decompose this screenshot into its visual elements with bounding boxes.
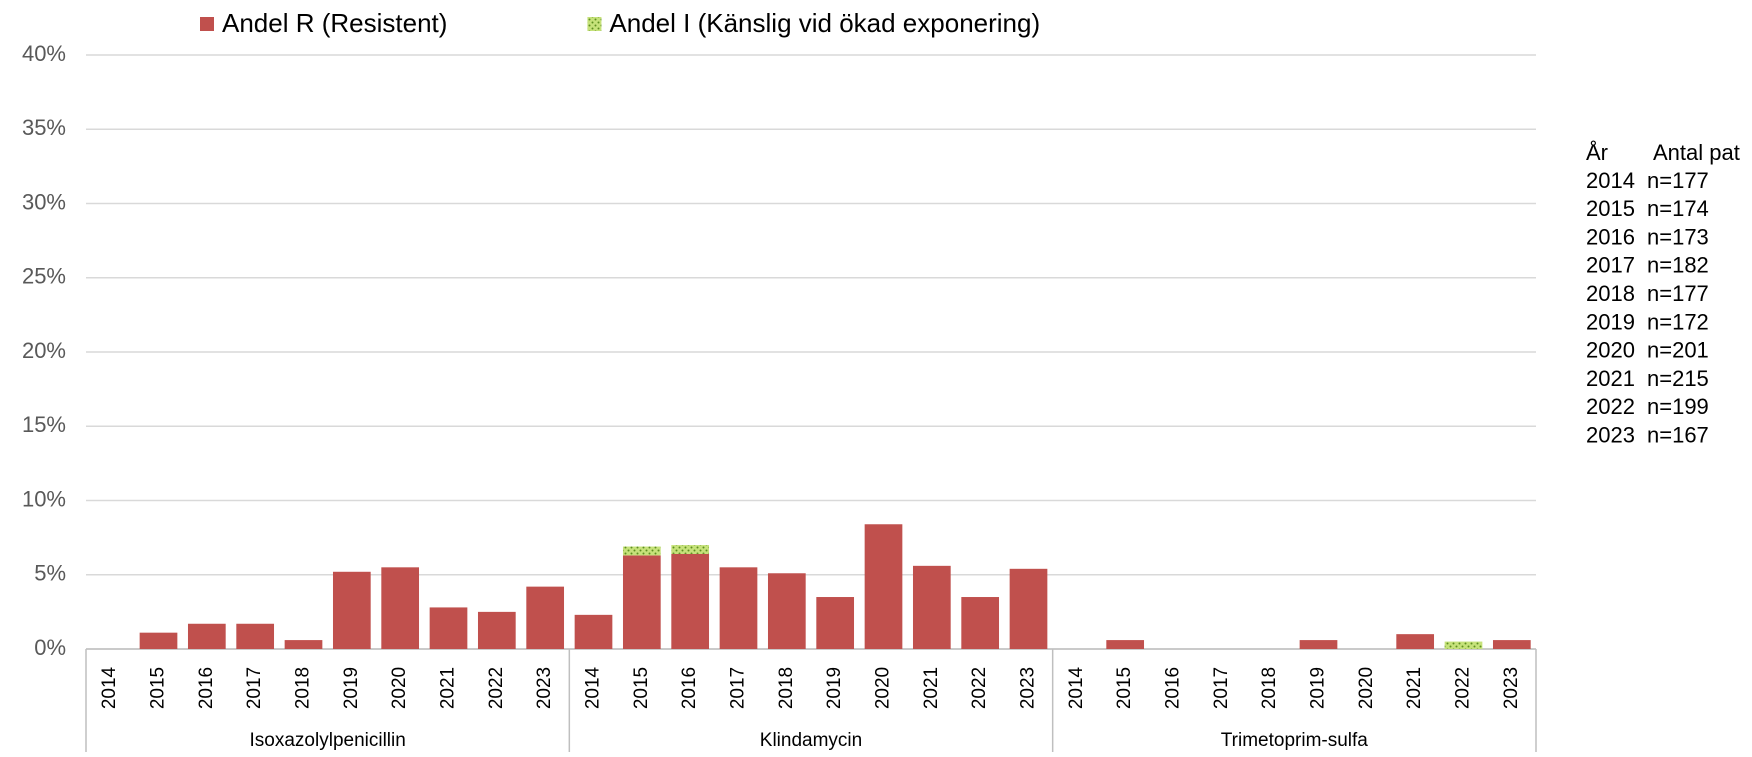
x-tick-label: 2016 — [196, 667, 217, 709]
legend-swatch — [587, 17, 602, 31]
bar-segment — [912, 565, 951, 649]
table-count: n=182 — [1647, 253, 1709, 278]
y-tick-label: 15% — [22, 412, 66, 437]
table-year: 2016 — [1586, 224, 1635, 249]
x-tick-label: 2016 — [679, 667, 700, 709]
bar-segment — [671, 545, 710, 554]
y-tick-label: 35% — [22, 115, 66, 140]
bar-segment — [477, 611, 516, 649]
x-tick-label: 2014 — [99, 666, 120, 709]
group-label: Trimetoprim-sulfa — [1221, 730, 1369, 751]
legend-label: Andel I (Känslig vid ökad exponering) — [609, 8, 1040, 38]
y-tick-label: 25% — [22, 264, 66, 289]
x-tick-label: 2022 — [969, 667, 990, 709]
y-tick-label: 10% — [22, 486, 66, 511]
bar-segment — [187, 623, 226, 649]
x-tick-label: 2020 — [873, 667, 894, 709]
x-tick-label: 2021 — [438, 667, 459, 709]
x-tick-label: 2020 — [389, 667, 410, 709]
x-tick-label: 2014 — [1066, 666, 1087, 709]
table-count: n=177 — [1647, 281, 1709, 306]
bar-segment — [1299, 640, 1338, 649]
bar-segment — [526, 586, 565, 649]
x-tick-label: 2020 — [1356, 667, 1377, 709]
bar-segment — [622, 555, 661, 649]
x-tick-label: 2014 — [583, 666, 604, 709]
x-tick-label: 2022 — [486, 667, 507, 709]
table-count: n=199 — [1647, 394, 1709, 419]
bar-segment — [1492, 640, 1531, 649]
bar-segment — [864, 524, 903, 649]
x-tick-label: 2019 — [1308, 667, 1329, 709]
x-tick-label: 2023 — [1501, 667, 1522, 709]
x-tick-label: 2018 — [776, 667, 797, 709]
table-year: 2014 — [1586, 168, 1635, 193]
y-tick-label: 30% — [22, 189, 66, 214]
bar-segment — [767, 573, 806, 649]
bar-segment — [332, 571, 371, 649]
bar-segment — [622, 546, 661, 556]
bar-segment — [816, 597, 855, 649]
group-label: Isoxazolylpenicillin — [250, 730, 406, 751]
y-tick-label: 0% — [34, 635, 66, 660]
table-year: 2019 — [1586, 309, 1635, 334]
legend-swatch — [200, 17, 214, 31]
patient-table: År Antal pat 2014 n=177 2015 n=174 2016 n=173 20… — [1586, 140, 1740, 448]
table-count: n=167 — [1647, 423, 1709, 448]
x-tick-label: 2019 — [824, 667, 845, 709]
x-tick-label: 2023 — [534, 667, 555, 709]
bar-segment — [139, 632, 178, 649]
x-tick-label: 2019 — [341, 667, 362, 709]
x-tick-label: 2023 — [1018, 667, 1039, 709]
table-header: Antal pat — [1653, 140, 1740, 165]
x-tick-label: 2018 — [1259, 667, 1280, 709]
bar-segment — [1396, 634, 1435, 649]
y-tick-label: 20% — [22, 338, 66, 363]
table-count: n=201 — [1647, 338, 1709, 363]
x-tick-label: 2016 — [1163, 667, 1184, 709]
x-tick-label: 2021 — [1404, 667, 1425, 709]
table-count: n=172 — [1647, 309, 1709, 334]
table-year: 2023 — [1586, 423, 1635, 448]
bar-segment — [574, 614, 613, 649]
x-tick-label: 2022 — [1453, 667, 1474, 709]
table-count: n=173 — [1647, 224, 1709, 249]
bar-segment — [1444, 641, 1483, 649]
bar-segment — [961, 597, 1000, 649]
x-tick-label: 2018 — [293, 667, 314, 709]
legend-label: Andel R (Resistent) — [222, 8, 447, 38]
table-year: 2022 — [1586, 394, 1635, 419]
x-tick-label: 2021 — [921, 667, 942, 709]
table-year: 2021 — [1586, 366, 1635, 391]
table-count: n=177 — [1647, 168, 1709, 193]
x-tick-label: 2017 — [244, 667, 265, 709]
x-tick-label: 2015 — [148, 667, 169, 709]
bar-segment — [1106, 640, 1145, 649]
x-tick-label: 2015 — [1114, 667, 1135, 709]
x-tick-label: 2015 — [631, 667, 652, 709]
group-label: Klindamycin — [760, 730, 862, 751]
bar-segment — [284, 640, 323, 649]
bar-segment — [236, 623, 275, 649]
table-count: n=174 — [1647, 196, 1709, 221]
table-year: 2017 — [1586, 253, 1635, 278]
y-tick-label: 5% — [34, 561, 66, 586]
x-tick-label: 2017 — [1211, 667, 1232, 709]
table-year: 2020 — [1586, 338, 1635, 363]
table-year: 2015 — [1586, 196, 1635, 221]
bar-segment — [1009, 568, 1048, 649]
bar-segment — [671, 553, 710, 649]
bar-segment — [719, 567, 758, 649]
x-tick-label: 2017 — [728, 667, 749, 709]
table-count: n=215 — [1647, 366, 1709, 391]
bar-segment — [429, 607, 468, 649]
y-tick-label: 40% — [22, 41, 66, 66]
bar-segment — [381, 567, 420, 649]
table-year: 2018 — [1586, 281, 1635, 306]
table-header: År — [1586, 140, 1608, 165]
